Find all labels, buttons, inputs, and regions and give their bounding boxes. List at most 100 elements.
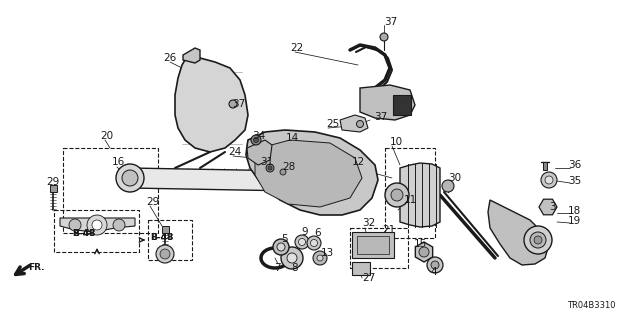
Circle shape [251,135,261,145]
Text: 37: 37 [374,112,387,122]
Text: B-48: B-48 [72,229,95,239]
Polygon shape [488,200,548,265]
Polygon shape [352,262,370,275]
Text: 3: 3 [549,202,556,212]
Polygon shape [246,130,378,215]
Text: 22: 22 [290,43,303,53]
Text: 15: 15 [414,239,428,249]
Text: 24: 24 [228,147,241,157]
Polygon shape [539,199,557,215]
Circle shape [122,170,138,186]
Circle shape [280,169,286,175]
Polygon shape [175,58,248,152]
Circle shape [113,219,125,231]
Polygon shape [183,48,200,63]
Text: 30: 30 [448,173,461,183]
Circle shape [307,236,321,250]
Text: 5: 5 [281,234,287,244]
Circle shape [160,249,170,259]
Text: 21: 21 [382,225,396,235]
Polygon shape [352,232,394,258]
Circle shape [530,232,546,248]
Circle shape [287,253,297,263]
Bar [385,148,435,238]
Text: B-48: B-48 [72,229,95,239]
Text: 29: 29 [146,197,159,207]
Bar [63,148,158,233]
Text: 25: 25 [326,119,339,129]
Polygon shape [360,85,415,120]
Polygon shape [400,163,440,227]
Circle shape [385,183,409,207]
Circle shape [541,172,557,188]
Circle shape [156,245,174,263]
Text: 9: 9 [301,227,308,237]
Circle shape [545,176,553,184]
Text: 14: 14 [286,133,300,143]
Circle shape [313,251,327,265]
Circle shape [253,137,259,143]
Text: 37: 37 [384,17,397,27]
Text: 36: 36 [568,160,581,170]
Polygon shape [340,115,368,132]
Text: 31: 31 [260,157,273,167]
Circle shape [391,189,403,201]
Bar [54,210,139,252]
Bar [148,220,192,260]
Polygon shape [255,140,362,207]
Circle shape [277,243,285,251]
Circle shape [534,236,542,244]
Circle shape [229,100,237,108]
Circle shape [266,164,274,172]
Polygon shape [60,218,135,232]
Text: FR.: FR. [28,263,45,272]
Polygon shape [415,242,433,262]
Circle shape [317,255,323,261]
Polygon shape [247,140,272,165]
Bar [393,95,411,115]
Circle shape [281,247,303,269]
Text: 29: 29 [46,177,60,187]
Circle shape [69,219,81,231]
Circle shape [419,247,429,257]
Circle shape [356,121,364,128]
Circle shape [87,215,107,235]
Text: B-48: B-48 [150,234,173,242]
Circle shape [442,180,454,192]
Text: 18: 18 [568,206,581,216]
Text: TR04B3310: TR04B3310 [567,301,616,310]
Text: 7: 7 [274,263,280,273]
Bar [350,228,408,268]
Text: 6: 6 [314,228,321,238]
Bar [50,185,57,192]
Circle shape [268,166,272,170]
Bar [162,226,169,233]
Circle shape [298,239,305,246]
Text: 26: 26 [163,53,176,63]
Text: 34: 34 [252,131,265,141]
Circle shape [427,257,443,273]
Bar [357,236,389,254]
Polygon shape [130,168,350,192]
Text: B-48: B-48 [150,234,173,242]
Text: 27: 27 [362,273,375,283]
Circle shape [524,226,552,254]
Text: 32: 32 [362,218,375,228]
Text: 19: 19 [568,216,581,226]
Circle shape [116,164,144,192]
Text: 37: 37 [232,99,245,109]
Text: 12: 12 [352,157,365,167]
Text: 20: 20 [100,131,113,141]
Text: 8: 8 [291,263,298,273]
Text: 11: 11 [404,195,417,205]
Circle shape [92,220,102,230]
Text: 13: 13 [321,248,334,258]
Text: 35: 35 [568,176,581,186]
Bar [543,162,547,170]
Circle shape [380,33,388,41]
Text: 4: 4 [430,267,436,277]
Text: 16: 16 [112,157,125,167]
Circle shape [310,240,317,247]
Circle shape [273,239,289,255]
Text: 10: 10 [390,137,403,147]
